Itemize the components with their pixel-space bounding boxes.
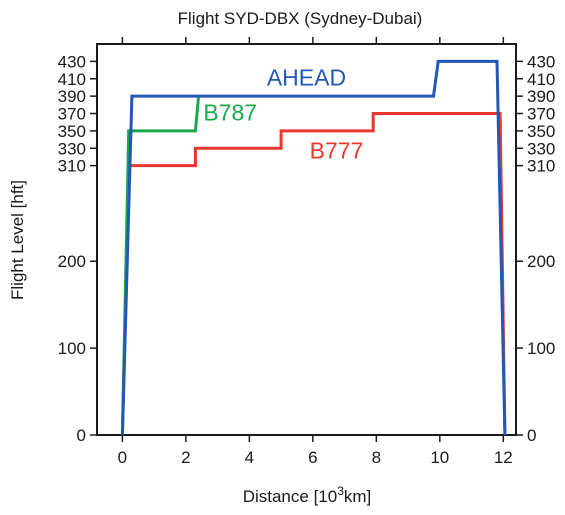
series-label-b777: B777 <box>310 138 364 164</box>
chart-title: Flight SYD-DBX (Sydney-Dubai) <box>178 9 423 28</box>
y-tick-label-right: 430 <box>527 52 555 71</box>
x-tick-label: 2 <box>181 448 190 467</box>
plot-frame <box>96 43 517 436</box>
y-tick-label-left: 0 <box>77 426 86 445</box>
x-tick-label: 4 <box>245 448 254 467</box>
y-tick-label-left: 370 <box>58 105 86 124</box>
series-label-ahead: AHEAD <box>267 65 346 91</box>
y-tick-label-right: 0 <box>527 426 536 445</box>
y-tick-label-left: 330 <box>58 139 86 158</box>
x-tick-label: 6 <box>308 448 317 467</box>
series-line-b787 <box>120 95 201 436</box>
y-tick-label-left: 430 <box>58 52 86 71</box>
x-axis-title-prefix: Distance [10 <box>243 487 338 506</box>
series-line-ahead <box>120 59 507 436</box>
x-tick-label: 12 <box>494 448 513 467</box>
y-tick-label-left: 410 <box>58 70 86 89</box>
x-tick-label: 0 <box>118 448 127 467</box>
y-tick-label-right: 200 <box>527 252 555 271</box>
x-axis-title-suffix: km] <box>344 487 371 506</box>
series-line-b777 <box>120 112 507 436</box>
x-axis-title: Distance [103km] <box>243 484 372 506</box>
y-tick-label-left: 310 <box>58 157 86 176</box>
x-axis-title-superscript: 3 <box>337 484 344 498</box>
y-tick-label-left: 350 <box>58 122 86 141</box>
y-tick-label-right: 310 <box>527 157 555 176</box>
series-labels: B777 B787 AHEAD <box>203 65 363 164</box>
y-tick-label-left: 390 <box>58 87 86 106</box>
y-tick-label-right: 410 <box>527 70 555 89</box>
y-tick-label-right: 350 <box>527 122 555 141</box>
y-tick-label-right: 370 <box>527 105 555 124</box>
y-tick-label-right: 390 <box>527 87 555 106</box>
x-tick-label: 8 <box>372 448 381 467</box>
y-tick-label-right: 100 <box>527 339 555 358</box>
y-axis-title: Flight Level [hft] <box>8 180 27 300</box>
y-tick-label-right: 330 <box>527 139 555 158</box>
series-lines <box>120 59 507 436</box>
y-tick-label-left: 100 <box>58 339 86 358</box>
series-label-b787: B787 <box>203 99 257 125</box>
x-tick-label: 10 <box>430 448 449 467</box>
y-tick-label-left: 200 <box>58 252 86 271</box>
